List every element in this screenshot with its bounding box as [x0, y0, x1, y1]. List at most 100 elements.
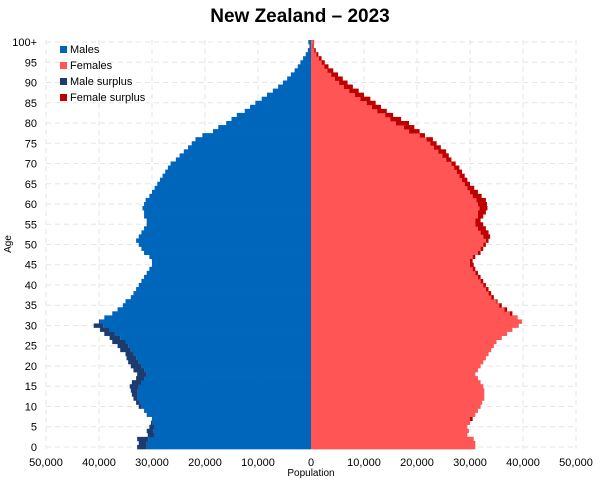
- y-tick-label: 80: [25, 118, 37, 130]
- bar-male: [144, 368, 311, 373]
- bar-female: [311, 428, 469, 434]
- bar-male-surplus: [130, 388, 138, 393]
- bar-male: [130, 295, 311, 300]
- bar-male: [303, 56, 311, 61]
- bar-female: [311, 250, 478, 255]
- y-tick-label: 50: [25, 240, 37, 252]
- y-tick-label: 35: [25, 300, 37, 312]
- bar-female: [311, 96, 361, 102]
- bar-female-surplus: [438, 149, 447, 154]
- x-tick-label: 0: [308, 457, 314, 469]
- bar-male: [300, 60, 311, 65]
- y-tick-label: 15: [25, 381, 37, 393]
- bar-female: [311, 311, 510, 316]
- bar-male: [133, 351, 311, 357]
- bar-male: [231, 116, 311, 122]
- x-tick-label: 20,000: [400, 457, 434, 469]
- bar-female-surplus: [485, 287, 489, 292]
- legend-label-males: Males: [70, 44, 100, 56]
- bar-female-surplus: [480, 278, 484, 284]
- bar-male-surplus: [138, 404, 142, 409]
- bar-female-surplus: [409, 129, 420, 134]
- bar-female-surplus: [483, 242, 486, 247]
- bar-male: [114, 331, 312, 336]
- bar-female-surplus: [385, 112, 394, 118]
- bar-female: [311, 246, 481, 251]
- bar-female: [311, 384, 484, 389]
- bar-male: [144, 408, 311, 413]
- bar-male-surplus: [131, 380, 142, 385]
- y-tick-label: 25: [25, 341, 37, 353]
- bar-male: [154, 424, 311, 430]
- y-tick-label: 90: [25, 78, 37, 90]
- bar-male: [130, 347, 311, 353]
- bar-male: [191, 141, 311, 146]
- bar-female: [311, 181, 465, 187]
- bar-male: [137, 392, 311, 397]
- bar-female-surplus: [475, 222, 484, 227]
- bar-female-surplus: [366, 100, 376, 106]
- bar-female: [311, 108, 378, 114]
- bar-female-surplus: [318, 56, 322, 61]
- bar-male: [250, 104, 311, 110]
- bar-female: [311, 157, 447, 162]
- bar-female: [311, 125, 404, 130]
- bar-male: [154, 432, 311, 438]
- bar-female: [311, 408, 478, 413]
- bar-female-surplus: [426, 137, 433, 142]
- bar-male: [153, 428, 311, 434]
- bar-female: [311, 120, 396, 126]
- bar-male-surplus: [136, 400, 140, 405]
- bar-female: [311, 424, 468, 430]
- bar-male: [170, 161, 311, 166]
- bar-male: [157, 181, 311, 187]
- bar-female: [311, 48, 315, 53]
- x-tick-label: 40,000: [82, 457, 116, 469]
- bar-female-surplus: [462, 177, 468, 183]
- bar-female: [311, 258, 470, 264]
- bar-female-surplus: [475, 218, 481, 223]
- bar-female: [311, 145, 434, 150]
- chart-title: New Zealand – 2023: [210, 6, 390, 27]
- legend-label-male-surplus: Male surplus: [70, 76, 133, 88]
- bar-male: [146, 372, 311, 377]
- bar-male-surplus: [150, 420, 152, 426]
- bar-female: [311, 440, 476, 446]
- bar-male: [146, 412, 311, 417]
- bar-female: [311, 210, 478, 215]
- bar-female: [311, 359, 484, 365]
- x-tick-label: 20,000: [188, 457, 222, 469]
- bar-female-surplus: [430, 141, 437, 146]
- x-axis-label: Population: [287, 468, 334, 479]
- bar-female: [311, 222, 476, 227]
- bar-male-surplus: [147, 432, 155, 438]
- bar-male: [290, 72, 311, 77]
- bar-male: [117, 307, 311, 312]
- bar-male: [152, 189, 311, 195]
- bar-female: [311, 149, 439, 154]
- bar-female: [311, 64, 325, 69]
- bar-male: [149, 193, 311, 199]
- bar-male: [261, 96, 311, 102]
- bar-male: [297, 64, 311, 69]
- bar-female-surplus: [472, 254, 476, 260]
- bar-female-surplus: [464, 181, 470, 187]
- bar-male: [144, 201, 311, 207]
- bar-male-surplus: [125, 351, 134, 357]
- bar-female-surplus: [480, 230, 489, 235]
- bar-female-surplus: [354, 92, 364, 98]
- y-tick-label: 40: [25, 280, 37, 292]
- y-tick-label: 60: [25, 199, 37, 211]
- bar-female-surplus: [483, 234, 491, 239]
- bar-male-surplus: [136, 376, 145, 381]
- bar-female-surplus: [314, 48, 316, 53]
- bar-female-surplus: [491, 295, 494, 300]
- bar-male: [287, 76, 311, 81]
- y-tick-label: 20: [25, 361, 37, 373]
- bar-male: [144, 376, 311, 381]
- bar-male: [136, 287, 311, 292]
- legend-label-females: Females: [70, 60, 113, 72]
- bar-female-surplus: [334, 76, 343, 81]
- bar-male: [138, 234, 311, 239]
- bar-male: [152, 420, 311, 426]
